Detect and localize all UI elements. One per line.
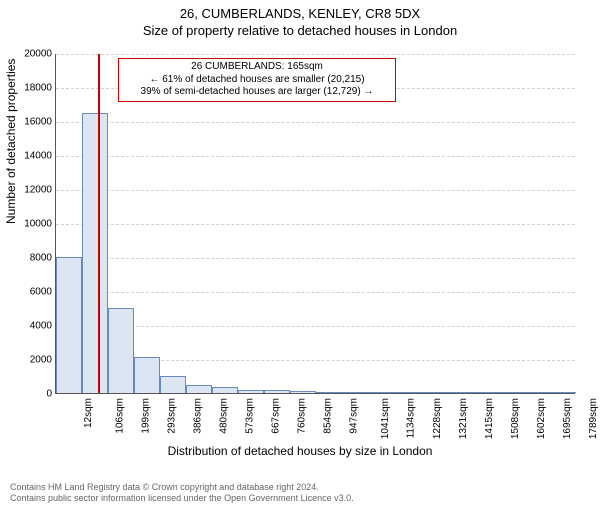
callout-box: 26 CUMBERLANDS: 165sqm← 61% of detached … (118, 58, 396, 102)
y-tick-label: 2000 (30, 355, 52, 366)
x-tick-label: 293sqm (167, 398, 178, 434)
y-tick-labels: 0200040006000800010000120001400016000180… (0, 54, 55, 394)
callout-line: 26 CUMBERLANDS: 165sqm (123, 61, 391, 74)
y-tick-label: 10000 (24, 219, 52, 230)
plot-area: 26 CUMBERLANDS: 165sqm← 61% of detached … (55, 54, 575, 394)
footer-line2: Contains public sector information licen… (10, 493, 354, 504)
x-tick-label: 106sqm (115, 398, 126, 434)
histogram-bar (394, 392, 420, 393)
histogram-bar (82, 113, 108, 394)
histogram-bar (186, 385, 212, 394)
y-tick-label: 20000 (24, 49, 52, 60)
histogram-bar (524, 392, 550, 393)
x-tick-label: 480sqm (219, 398, 230, 434)
y-tick-label: 8000 (30, 253, 52, 264)
x-tick-label: 667sqm (271, 398, 282, 434)
histogram-bar (212, 387, 238, 393)
histogram-bar (472, 392, 498, 393)
histogram-bar (550, 392, 576, 393)
histogram-bar (160, 376, 186, 393)
x-tick-label: 12sqm (83, 398, 94, 428)
x-tick-label: 386sqm (193, 398, 204, 434)
x-tick-label: 1695sqm (562, 398, 573, 439)
histogram-bar (134, 357, 160, 393)
callout-line: 39% of semi-detached houses are larger (… (123, 86, 391, 99)
histogram-bar (342, 392, 368, 393)
y-tick-label: 14000 (24, 151, 52, 162)
histogram-bar (498, 392, 524, 393)
gridline (56, 122, 575, 123)
x-tick-label: 1321sqm (458, 398, 469, 439)
chart-area: 26 CUMBERLANDS: 165sqm← 61% of detached … (55, 54, 575, 394)
callout-line: ← 61% of detached houses are smaller (20… (123, 74, 391, 87)
gridline (56, 156, 575, 157)
title-main: 26, CUMBERLANDS, KENLEY, CR8 5DX (0, 6, 600, 21)
marker-line (98, 54, 100, 393)
gridline (56, 258, 575, 259)
x-tick-label: 1789sqm (588, 398, 599, 439)
x-tick-label: 760sqm (297, 398, 308, 434)
y-tick-label: 4000 (30, 321, 52, 332)
histogram-bar (108, 308, 134, 393)
x-tick-label: 1134sqm (405, 398, 416, 438)
y-tick-label: 16000 (24, 117, 52, 128)
y-tick-label: 0 (46, 389, 52, 400)
histogram-bar (238, 390, 264, 393)
gridline (56, 224, 575, 225)
y-tick-label: 12000 (24, 185, 52, 196)
histogram-bar (56, 257, 82, 393)
x-axis-label: Distribution of detached houses by size … (0, 444, 600, 458)
histogram-bar (264, 390, 290, 393)
histogram-bar (446, 392, 472, 393)
gridline (56, 190, 575, 191)
x-tick-label: 199sqm (141, 398, 152, 434)
footer-line1: Contains HM Land Registry data © Crown c… (10, 482, 354, 493)
histogram-bar (290, 391, 316, 393)
histogram-bar (368, 392, 394, 393)
x-tick-label: 1228sqm (432, 398, 443, 439)
title-sub: Size of property relative to detached ho… (0, 23, 600, 38)
x-tick-label: 1602sqm (536, 398, 547, 439)
x-tick-label: 854sqm (323, 398, 334, 434)
histogram-bar (420, 392, 446, 393)
gridline (56, 54, 575, 55)
y-tick-label: 18000 (24, 83, 52, 94)
x-tick-label: 1508sqm (510, 398, 521, 439)
x-tick-label: 573sqm (245, 398, 256, 434)
gridline (56, 292, 575, 293)
x-tick-label: 1041sqm (380, 398, 391, 439)
x-tick-label: 1415sqm (484, 398, 495, 439)
histogram-bar (316, 392, 342, 393)
y-tick-label: 6000 (30, 287, 52, 298)
x-tick-label: 947sqm (349, 398, 360, 434)
footer-attribution: Contains HM Land Registry data © Crown c… (10, 482, 354, 504)
